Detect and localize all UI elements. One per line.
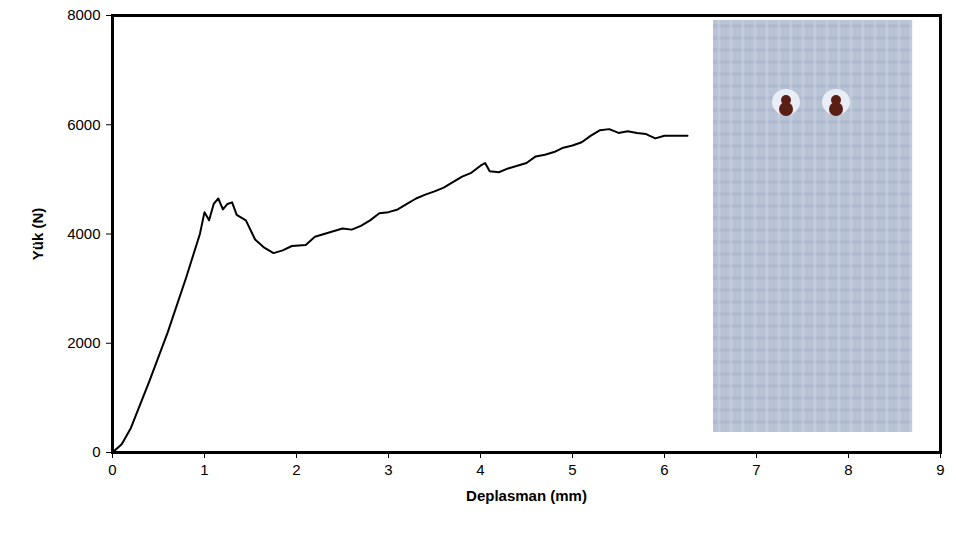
svg-text:4: 4 (476, 461, 484, 478)
svg-text:6: 6 (660, 461, 668, 478)
svg-text:8000: 8000 (67, 6, 100, 23)
svg-text:9: 9 (936, 461, 944, 478)
svg-text:8: 8 (844, 461, 852, 478)
svg-text:1: 1 (200, 461, 208, 478)
svg-text:2: 2 (292, 461, 300, 478)
svg-text:Yük (N): Yük (N) (29, 208, 46, 261)
svg-text:3: 3 (384, 461, 392, 478)
svg-text:Deplasman (mm): Deplasman (mm) (466, 487, 587, 504)
svg-text:2000: 2000 (67, 334, 100, 351)
svg-text:0: 0 (108, 461, 116, 478)
svg-text:0: 0 (92, 443, 100, 460)
svg-text:6000: 6000 (67, 116, 100, 133)
svg-text:5: 5 (568, 461, 576, 478)
svg-text:4000: 4000 (67, 225, 100, 242)
svg-text:7: 7 (752, 461, 760, 478)
